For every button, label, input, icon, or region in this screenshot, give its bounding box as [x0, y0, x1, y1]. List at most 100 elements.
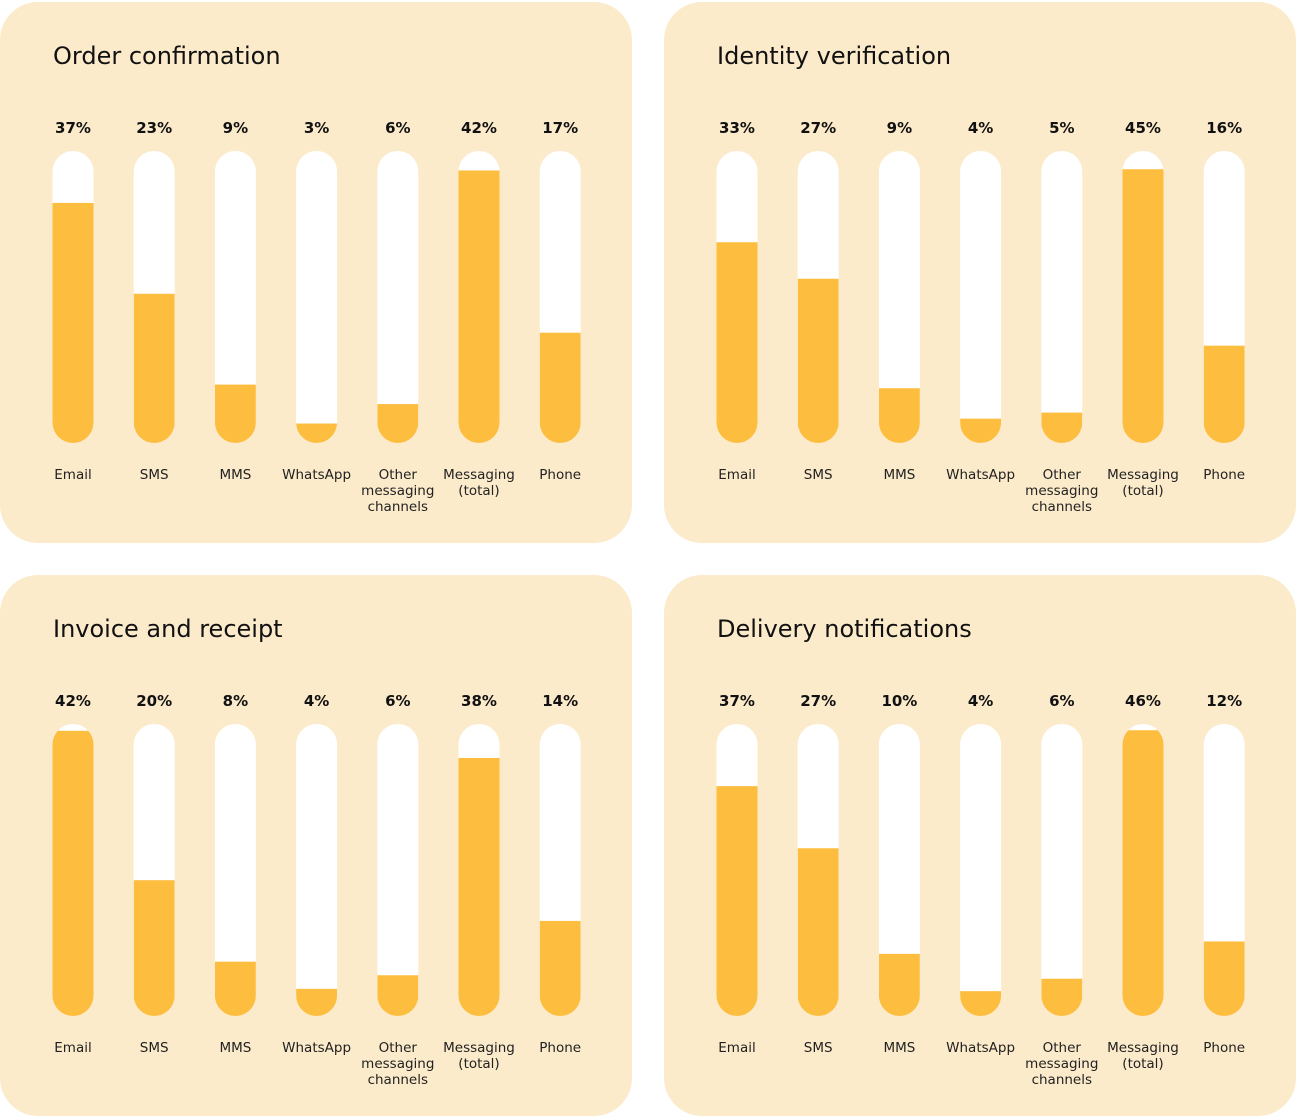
bar-group: 45% Messaging (total) — [1107, 119, 1179, 499]
chart-panel-identity-verification: Identity verification 33% Email 27% SMS 9% MM… — [664, 2, 1296, 543]
category-label: WhatsApp — [946, 467, 1015, 483]
category-label: WhatsApp — [282, 467, 351, 483]
category-label: Messaging (total) — [443, 467, 515, 499]
bar — [52, 730, 94, 1016]
category-label: SMS — [804, 1040, 833, 1056]
bar — [878, 953, 920, 1016]
bar-track — [1041, 724, 1083, 1016]
bar — [960, 418, 1002, 443]
chart-title: Invoice and receipt — [53, 615, 283, 643]
data-label: 4% — [304, 692, 329, 710]
bar-track — [1041, 151, 1083, 443]
data-label: 5% — [1049, 119, 1074, 137]
category-label: WhatsApp — [282, 1040, 351, 1056]
chart-title: Delivery notifications — [717, 615, 972, 643]
bar — [539, 920, 581, 1016]
bar-chart-order-confirmation: 37% Email 23% SMS 9% MMS 3% WhatsApp 6% Other mess… — [52, 119, 581, 515]
category-label: Phone — [539, 467, 581, 483]
bar — [797, 278, 839, 443]
bar — [1041, 412, 1083, 443]
data-label: 12% — [1206, 692, 1242, 710]
bar-group: 9% MMS — [214, 119, 256, 483]
category-label: Email — [718, 467, 755, 483]
category-label: MMS — [219, 467, 251, 483]
bar-chart-invoice-and-receipt: 42% Email 20% SMS 8% MMS 4% WhatsApp 6% Other mess… — [52, 692, 581, 1088]
bar — [1122, 169, 1164, 443]
data-label: 37% — [55, 119, 91, 137]
data-label: 27% — [800, 692, 836, 710]
category-label: SMS — [140, 1040, 169, 1056]
bar-group: 38% Messaging (total) — [443, 692, 515, 1072]
data-label: 42% — [461, 119, 497, 137]
bar-chart-delivery-notifications: 37% Email 27% SMS 10% MMS 4% WhatsApp 6% Other mes… — [716, 692, 1245, 1088]
bar-group: 27% SMS — [797, 119, 839, 483]
data-label: 46% — [1125, 692, 1161, 710]
bar — [1122, 730, 1164, 1016]
category-label: Phone — [539, 1040, 581, 1056]
bar-track — [214, 724, 256, 1016]
category-label: Email — [54, 1040, 91, 1056]
category-label: MMS — [219, 1040, 251, 1056]
bar-group: 6% Other messaging channels — [1025, 692, 1098, 1088]
bar — [52, 202, 94, 443]
bar-group: 6% Other messaging channels — [361, 692, 434, 1088]
category-label: Other messaging channels — [361, 1040, 434, 1088]
bar — [377, 975, 419, 1016]
bar-group: 14% Phone — [539, 692, 581, 1056]
data-label: 33% — [719, 119, 755, 137]
bar — [960, 991, 1002, 1016]
data-label: 38% — [461, 692, 497, 710]
bar-group: 4% WhatsApp — [946, 692, 1015, 1056]
bar-group: 9% MMS — [878, 119, 920, 483]
bar-track — [296, 151, 338, 443]
category-label: Phone — [1203, 1040, 1245, 1056]
category-label: Phone — [1203, 467, 1245, 483]
bar-group: 17% Phone — [539, 119, 581, 483]
bar-group: 12% Phone — [1203, 692, 1245, 1056]
data-label: 45% — [1125, 119, 1161, 137]
bar — [458, 170, 500, 443]
category-label: MMS — [883, 467, 915, 483]
bar-group: 42% Messaging (total) — [443, 119, 515, 499]
chart-panel-delivery-notifications: Delivery notifications 37% Email 27% SMS 10%… — [664, 575, 1296, 1116]
chart-panel-order-confirmation: Order confirmation 37% Email 23% SMS 9% MMS 3%… — [0, 2, 632, 543]
bar-track — [296, 724, 338, 1016]
category-label: Other messaging channels — [1025, 467, 1098, 515]
bar-group: 6% Other messaging channels — [361, 119, 434, 515]
category-label: Messaging (total) — [443, 1040, 515, 1072]
bar — [1203, 941, 1245, 1016]
bar-group: 46% Messaging (total) — [1107, 692, 1179, 1072]
bar-chart-identity-verification: 33% Email 27% SMS 9% MMS 4% WhatsApp 5% Other mess… — [716, 119, 1245, 515]
bar-group: 37% Email — [716, 692, 758, 1056]
category-label: Messaging (total) — [1107, 467, 1179, 499]
bar — [214, 384, 256, 443]
bar — [458, 757, 500, 1016]
category-label: SMS — [804, 467, 833, 483]
data-label: 6% — [385, 119, 410, 137]
category-label: Messaging (total) — [1107, 1040, 1179, 1072]
data-label: 9% — [887, 119, 912, 137]
bar-group: 4% WhatsApp — [282, 692, 351, 1056]
bar-track — [878, 151, 920, 443]
bar-track — [960, 724, 1002, 1016]
data-label: 16% — [1206, 119, 1242, 137]
data-label: 42% — [55, 692, 91, 710]
bar-group: 42% Email — [52, 692, 94, 1056]
data-label: 8% — [223, 692, 248, 710]
bar-group: 33% Email — [716, 119, 758, 483]
bar-group: 16% Phone — [1203, 119, 1245, 483]
data-label: 17% — [542, 119, 578, 137]
bar — [133, 880, 175, 1016]
data-label: 27% — [800, 119, 836, 137]
bar-group: 3% WhatsApp — [282, 119, 351, 483]
bar — [716, 242, 758, 443]
category-label: Email — [54, 467, 91, 483]
bar — [296, 423, 338, 443]
bar — [214, 961, 256, 1016]
bar-track — [878, 724, 920, 1016]
bar-track — [214, 151, 256, 443]
bar — [539, 332, 581, 443]
bar-group: 27% SMS — [797, 692, 839, 1056]
bar-group: 37% Email — [52, 119, 94, 483]
data-label: 23% — [136, 119, 172, 137]
